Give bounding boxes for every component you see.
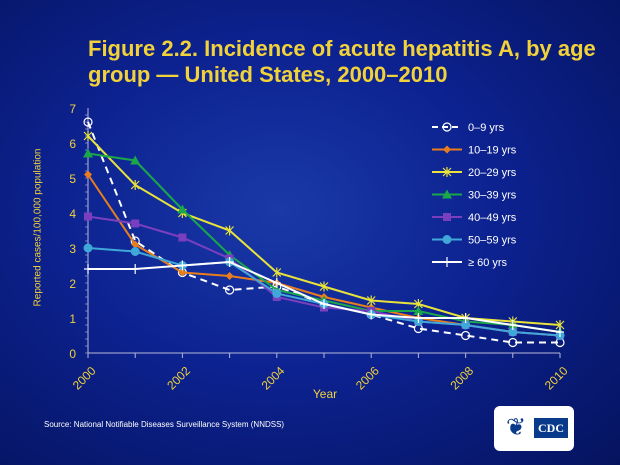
data-point-2-2006 — [366, 295, 376, 306]
x-tick-label: 2010 — [542, 363, 571, 392]
legend-label-5: 50–59 yrs — [468, 235, 517, 247]
data-point-0-2009 — [508, 337, 518, 348]
legend-label-0: 0–9 yrs — [468, 122, 505, 134]
legend-marker-2 — [442, 167, 452, 177]
data-point-4-2000 — [84, 212, 92, 221]
data-point-6-2002 — [178, 260, 187, 271]
x-axis-label: Year — [312, 387, 338, 401]
data-point-6-2005 — [320, 299, 328, 309]
y-tick-label: 6 — [69, 137, 76, 151]
y-tick-label: 5 — [69, 172, 76, 186]
source-note: Source: National Notifiable Diseases Sur… — [44, 420, 285, 429]
data-point-6-2008 — [461, 313, 470, 323]
x-tick-label: 2004 — [259, 363, 288, 392]
y-tick-label: 1 — [69, 312, 76, 326]
legend-label-2: 20–29 yrs — [468, 167, 517, 179]
data-point-2-2003 — [225, 225, 235, 236]
data-point-3-2007 — [413, 306, 424, 315]
y-tick-label: 7 — [69, 102, 76, 116]
series-line-0 — [87, 121, 560, 344]
data-point-3-2000 — [83, 148, 93, 158]
data-point-6-2000 — [84, 264, 92, 274]
data-point-2-2004 — [272, 267, 282, 278]
legend-marker-5 — [442, 235, 452, 244]
data-point-6-2001 — [131, 264, 140, 274]
data-point-5-2009 — [508, 327, 518, 337]
data-point-2-2005 — [319, 281, 329, 292]
x-tick-label: 2000 — [70, 363, 99, 392]
data-point-0-2003 — [225, 285, 235, 295]
data-point-5-2001 — [130, 247, 140, 256]
legend-marker-3 — [442, 189, 452, 199]
data-point-6-2007 — [414, 313, 423, 323]
data-point-6-2010 — [556, 327, 564, 337]
chart-title: Figure 2.2. Incidence of acute hepatitis… — [88, 36, 596, 87]
x-tick-label: 2006 — [353, 363, 382, 392]
data-point-6-2009 — [508, 320, 517, 330]
legend-label-3: 30–39 yrs — [468, 190, 517, 202]
data-point-6-2004 — [272, 278, 281, 288]
legend-label-6: ≥ 60 yrs — [468, 257, 508, 269]
data-point-1-2000 — [84, 170, 92, 179]
x-tick-label: 2002 — [164, 363, 193, 392]
data-point-1-2002 — [178, 268, 187, 277]
data-point-0-2008 — [461, 330, 471, 341]
y-tick-label: 0 — [69, 347, 76, 361]
data-point-5-2008 — [461, 320, 471, 330]
data-point-5-2000 — [83, 243, 93, 253]
legend-marker-1 — [443, 145, 451, 154]
data-point-2-2001 — [130, 180, 140, 190]
legend-marker-6 — [443, 257, 451, 267]
data-point-4-2002 — [178, 233, 187, 242]
hhs-eagle-icon: ❦ — [505, 414, 527, 441]
data-point-5-2004 — [272, 289, 282, 298]
x-tick-label: 2008 — [447, 363, 476, 392]
data-point-4-2001 — [131, 219, 140, 228]
y-tick-label: 2 — [69, 277, 76, 291]
legend-marker-0 — [442, 122, 452, 132]
data-point-3-2001 — [130, 155, 141, 165]
data-point-6-2006 — [367, 309, 376, 320]
legend-label-4: 40–49 yrs — [468, 212, 517, 224]
cdc-logo-text: CDC — [534, 418, 568, 438]
data-point-6-2003 — [225, 257, 234, 267]
data-point-1-2001 — [131, 240, 140, 249]
legend-marker-4 — [443, 213, 451, 221]
data-point-1-2003 — [225, 272, 234, 280]
data-point-3-2002 — [177, 204, 188, 214]
data-point-0-2000 — [83, 117, 93, 127]
y-tick-label: 4 — [69, 207, 76, 221]
data-point-2-2000 — [83, 131, 93, 141]
legend-label-1: 10–19 yrs — [468, 145, 517, 157]
y-tick-label: 3 — [69, 242, 76, 256]
